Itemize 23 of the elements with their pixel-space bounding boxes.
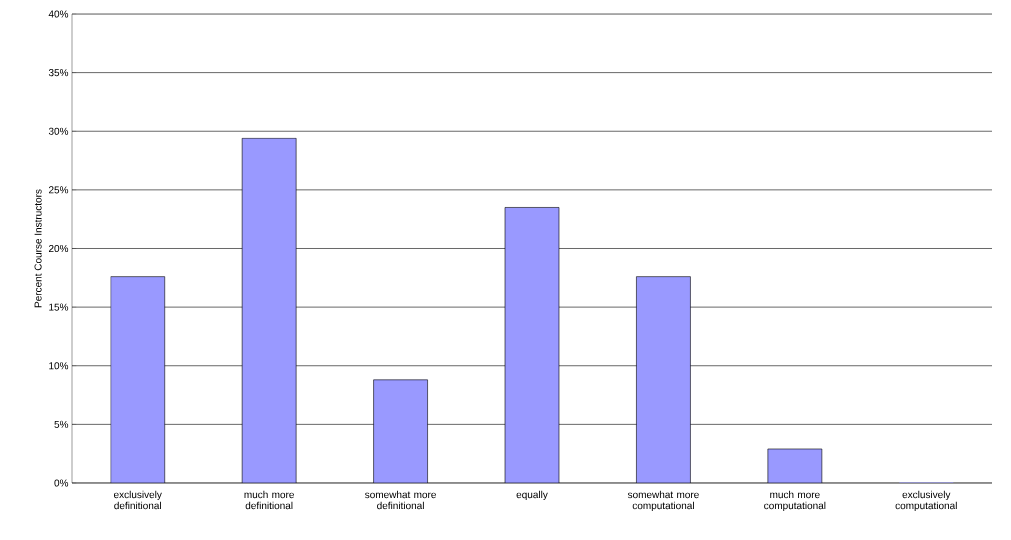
y-tick-label: 10% bbox=[49, 362, 69, 370]
bar bbox=[241, 137, 297, 483]
y-axis-title: Percent Course Instructors bbox=[34, 189, 42, 308]
y-tick-label: 40% bbox=[48, 10, 69, 18]
y-tick-label: 20% bbox=[48, 244, 69, 253]
bar bbox=[110, 276, 166, 483]
y-tick-label: 5% bbox=[54, 420, 69, 428]
x-tick-label: somewhat more definitional bbox=[365, 490, 436, 510]
y-tick-label: 15% bbox=[49, 303, 69, 311]
bar bbox=[636, 276, 691, 483]
x-tick-label: somewhat more computational bbox=[627, 490, 699, 512]
bar bbox=[767, 448, 823, 483]
y-tick-label: 0% bbox=[54, 479, 69, 487]
x-tick-label: much more computational bbox=[764, 490, 826, 512]
x-tick-label: exclusively computational bbox=[895, 490, 957, 512]
y-tick-label: 35% bbox=[48, 69, 69, 77]
y-tick-label: 25% bbox=[48, 186, 69, 194]
bar bbox=[504, 207, 560, 483]
y-tick-label: 30% bbox=[48, 127, 69, 135]
bar bbox=[373, 379, 428, 483]
x-tick-label: exclusively definitional bbox=[113, 490, 162, 510]
x-tick-label: equally bbox=[516, 490, 548, 501]
x-tick-label: much more definitional bbox=[244, 490, 294, 510]
